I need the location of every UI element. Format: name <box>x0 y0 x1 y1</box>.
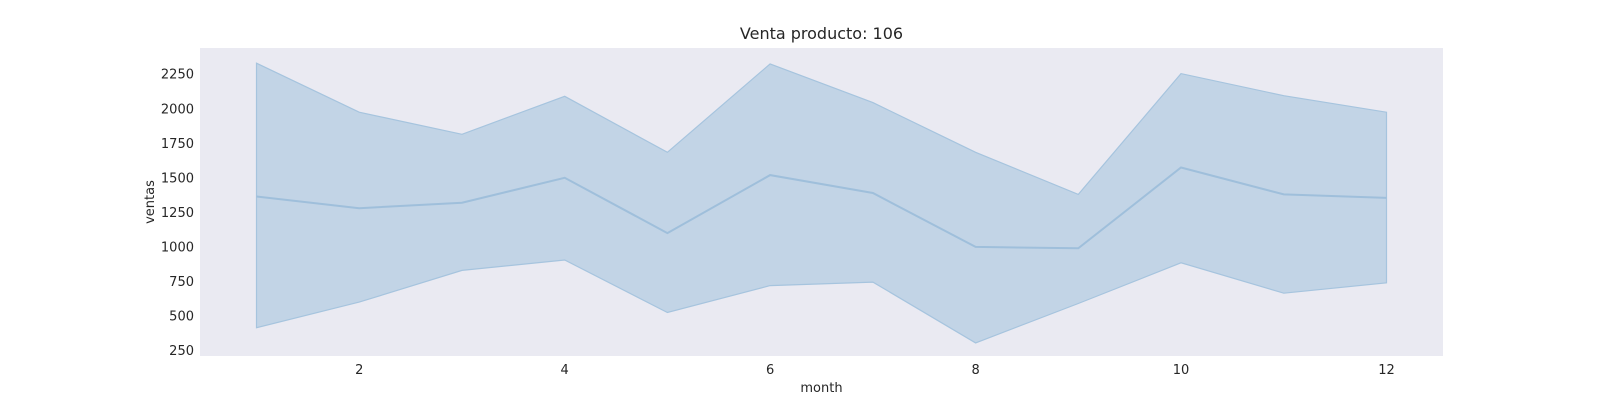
confidence-band <box>255 62 1388 344</box>
x-tick-label: 12 <box>1378 363 1395 378</box>
y-tick-label: 1000 <box>161 240 194 255</box>
series-line-layer <box>256 166 1387 250</box>
confidence-band-layer <box>255 62 1388 344</box>
y-tick-label: 1250 <box>161 206 194 221</box>
y-axis-label: ventas <box>143 180 158 224</box>
x-tick-label: 6 <box>766 363 774 378</box>
y-tick-label: 750 <box>169 275 194 290</box>
y-tick-label: 1500 <box>161 171 194 186</box>
y-tick-label: 1750 <box>161 137 194 152</box>
y-tick-label: 500 <box>169 309 194 324</box>
x-tick-label: 8 <box>971 363 979 378</box>
y-axis-ticks: 250 500 750 1000 1250 1500 1750 2000 2250 <box>161 68 194 359</box>
x-tick-label: 10 <box>1173 363 1190 378</box>
series-line <box>256 166 1387 250</box>
chart-title: Venta producto: 106 <box>740 24 903 43</box>
x-axis-ticks: 2 4 6 8 10 12 <box>355 363 1395 378</box>
x-tick-label: 2 <box>355 363 363 378</box>
x-axis-label: month <box>800 381 842 396</box>
y-tick-label: 2250 <box>161 68 194 83</box>
x-tick-label: 4 <box>561 363 569 378</box>
y-tick-label: 2000 <box>161 102 194 117</box>
y-tick-label: 250 <box>169 344 194 359</box>
